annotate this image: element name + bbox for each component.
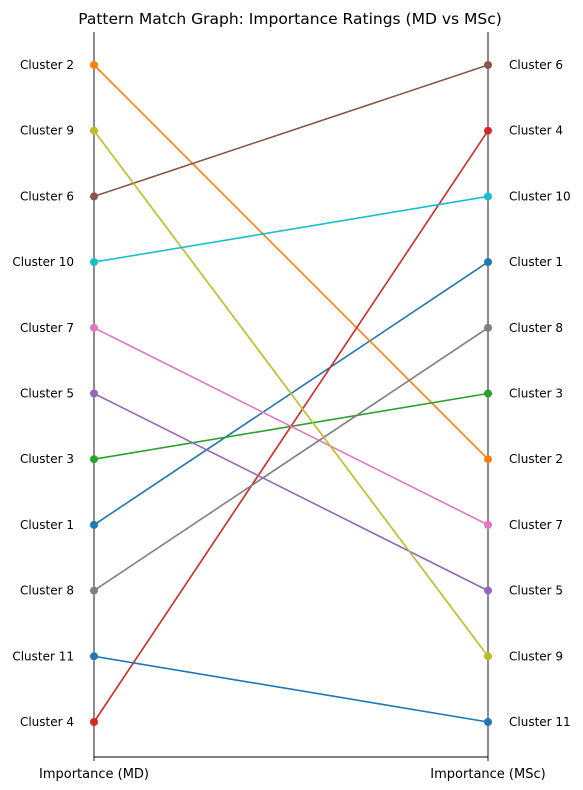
point-msc-cluster-5 xyxy=(484,586,492,595)
series-line-cluster-8 xyxy=(93,327,489,592)
left-tick-label: Cluster 8 xyxy=(20,584,74,598)
right-tick-label: Cluster 5 xyxy=(509,584,563,598)
point-md-cluster-2 xyxy=(90,61,98,69)
left-tick-label: Cluster 6 xyxy=(20,189,74,203)
left-tick-label: Cluster 3 xyxy=(20,452,74,466)
series-line-cluster-5 xyxy=(93,392,489,592)
right-tick-label: Cluster 6 xyxy=(509,58,563,72)
series-markers xyxy=(90,61,492,726)
point-md-cluster-5 xyxy=(90,389,98,398)
tick-labels: Cluster 2 Cluster 9 Cluster 6 Cluster 10 Clu… xyxy=(12,58,570,782)
left-tick-label: Cluster 9 xyxy=(20,124,74,138)
series-line-cluster-11 xyxy=(93,655,489,723)
point-md-cluster-11 xyxy=(90,652,98,661)
point-md-cluster-4 xyxy=(90,718,98,726)
right-tick-label: Cluster 11 xyxy=(509,715,571,729)
right-tick-label: Cluster 2 xyxy=(509,452,563,466)
point-msc-cluster-6 xyxy=(484,61,492,69)
right-tick-label: Cluster 9 xyxy=(509,649,563,663)
point-msc-cluster-2 xyxy=(484,455,492,464)
right-tick-label: Cluster 1 xyxy=(509,255,563,269)
point-msc-cluster-9 xyxy=(484,652,492,661)
left-tick-label: Cluster 7 xyxy=(20,321,74,335)
chart-title: Pattern Match Graph: Importance Ratings … xyxy=(78,10,502,28)
point-msc-cluster-8 xyxy=(484,323,492,332)
series-line-cluster-6 xyxy=(93,64,489,198)
point-md-cluster-6 xyxy=(90,192,98,201)
point-md-cluster-9 xyxy=(90,126,98,135)
right-tick-label: Cluster 7 xyxy=(509,518,563,532)
left-tick-label: Cluster 1 xyxy=(20,518,74,532)
right-tick-label: Cluster 10 xyxy=(509,189,571,203)
left-tick-label: Cluster 2 xyxy=(20,58,74,72)
right-tick-label: Cluster 4 xyxy=(509,124,563,138)
point-msc-cluster-10 xyxy=(484,192,492,201)
series-lines xyxy=(93,64,489,723)
x-category-label: Importance (MSc) xyxy=(430,767,545,782)
left-tick-label: Cluster 11 xyxy=(12,649,74,663)
point-msc-cluster-1 xyxy=(484,258,492,267)
series-line-cluster-10 xyxy=(93,195,489,263)
point-md-cluster-10 xyxy=(90,258,98,267)
left-tick-label: Cluster 5 xyxy=(20,387,74,401)
point-md-cluster-8 xyxy=(90,586,98,595)
point-md-cluster-3 xyxy=(90,455,98,464)
point-msc-cluster-3 xyxy=(484,389,492,398)
left-tick-label: Cluster 4 xyxy=(20,715,74,729)
series-line-cluster-7 xyxy=(93,327,489,526)
point-msc-cluster-7 xyxy=(484,520,492,529)
right-tick-label: Cluster 3 xyxy=(509,387,563,401)
point-msc-cluster-11 xyxy=(484,718,492,726)
series-line-cluster-2 xyxy=(93,64,489,460)
point-md-cluster-7 xyxy=(90,323,98,332)
point-md-cluster-1 xyxy=(90,520,98,529)
series-line-cluster-9 xyxy=(93,130,489,657)
x-category-label: Importance (MD) xyxy=(39,767,149,782)
right-tick-label: Cluster 8 xyxy=(509,321,563,335)
left-tick-label: Cluster 10 xyxy=(12,255,74,269)
point-msc-cluster-4 xyxy=(484,126,492,135)
